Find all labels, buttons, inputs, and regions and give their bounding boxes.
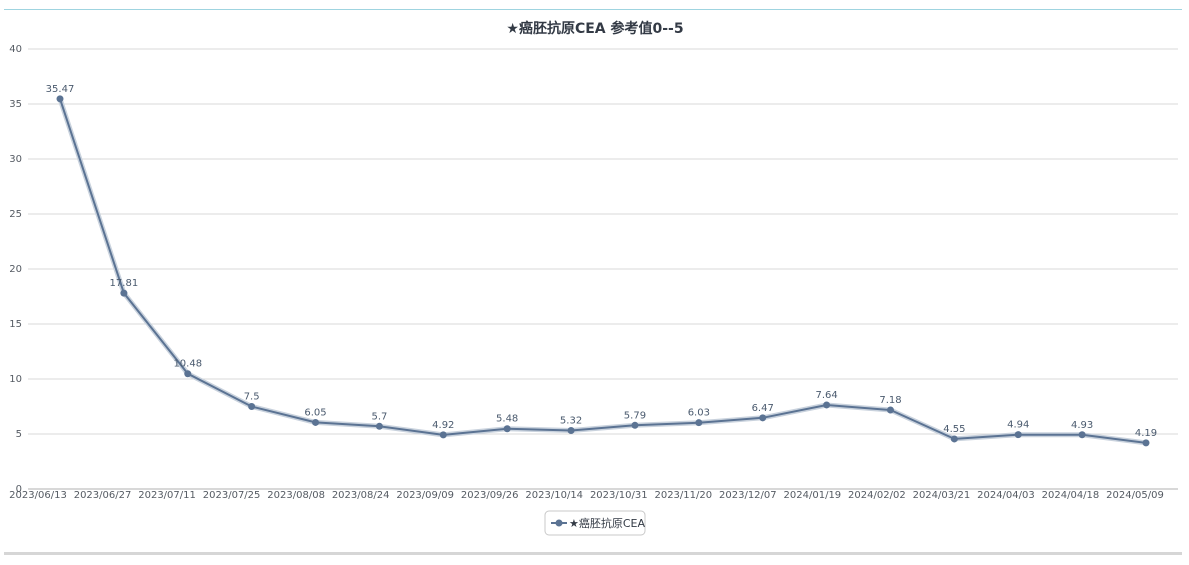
x-tick-label: 2023/07/25 [203, 490, 261, 501]
data-labels: 35.47 17.81 10.48 7.5 6.05 5.7 4.92 5.48 5.32 5.7… [46, 84, 1157, 439]
x-tick-label: 2024/02/02 [848, 490, 906, 501]
legend-marker-icon [555, 519, 563, 527]
data-point[interactable] [1142, 439, 1150, 447]
data-label: 7.5 [244, 392, 260, 403]
data-label: 6.03 [688, 408, 710, 419]
data-label: 4.19 [1135, 428, 1157, 439]
data-label: 17.81 [110, 278, 139, 289]
data-point[interactable] [950, 435, 958, 443]
data-label: 4.93 [1071, 420, 1093, 431]
data-label: 10.48 [173, 359, 202, 370]
x-tick-label: 2023/06/27 [74, 490, 132, 501]
series-layer [56, 95, 1150, 447]
y-tick-label: 35 [9, 99, 22, 110]
data-point[interactable] [248, 403, 256, 410]
data-point[interactable] [567, 426, 575, 434]
y-tick-label: 0 [16, 484, 22, 495]
data-point[interactable] [56, 95, 64, 103]
x-tick-label: 2023/12/07 [719, 490, 777, 501]
data-point[interactable] [1014, 431, 1022, 439]
y-tick-label: 40 [9, 44, 22, 55]
data-label: 35.47 [46, 84, 75, 95]
data-label: 7.64 [815, 390, 837, 401]
x-tick-label: 2024/01/19 [784, 490, 842, 501]
y-tick-label: 15 [9, 319, 22, 330]
x-tick-label: 2023/11/20 [654, 490, 712, 501]
data-point[interactable] [503, 425, 511, 433]
x-axis: 2023/06/13 2023/06/27 2023/07/11 2023/07/25… [9, 490, 1164, 501]
data-label: 5.32 [560, 415, 582, 426]
x-tick-label: 2024/03/21 [913, 490, 971, 501]
data-label: 5.48 [496, 414, 518, 425]
legend-box [544, 510, 646, 536]
y-tick-label: 5 [16, 429, 22, 440]
y-tick-label: 10 [9, 374, 22, 385]
data-point[interactable] [886, 406, 894, 414]
data-point[interactable] [631, 421, 639, 429]
data-point[interactable] [759, 414, 767, 422]
x-tick-label: 2023/08/24 [332, 490, 390, 501]
data-label: 4.92 [432, 420, 454, 431]
x-tick-label: 2024/04/03 [977, 490, 1035, 501]
x-tick-label: 2023/10/14 [525, 490, 583, 501]
data-point[interactable] [823, 401, 831, 409]
data-label: 5.79 [624, 410, 646, 421]
data-point[interactable] [312, 418, 320, 426]
x-tick-label: 2023/08/08 [267, 490, 325, 501]
data-point[interactable] [184, 370, 192, 378]
data-label: 4.55 [943, 424, 965, 435]
legend-label: ★癌胚抗原CEA [569, 516, 645, 530]
data-label: 4.94 [1007, 420, 1029, 431]
data-label: 6.47 [752, 403, 774, 414]
x-tick-label: 2023/10/31 [590, 490, 648, 501]
x-tick-label: 2023/09/09 [396, 490, 454, 501]
y-tick-label: 30 [9, 154, 22, 165]
x-tick-label: 2023/07/11 [138, 490, 196, 501]
data-point[interactable] [695, 419, 703, 427]
y-tick-label: 20 [9, 264, 22, 275]
data-label: 6.05 [304, 407, 326, 418]
chart-frame [4, 9, 1182, 555]
x-tick-label: 2023/09/26 [461, 490, 519, 501]
x-tick-label: 2023/06/13 [9, 490, 67, 501]
y-axis: 0 5 10 15 20 25 30 35 40 [9, 44, 22, 495]
x-tick-label: 2024/05/09 [1106, 490, 1164, 501]
data-point[interactable] [375, 422, 383, 430]
data-point[interactable] [120, 289, 128, 297]
series-line [59, 98, 1147, 444]
legend[interactable]: ★癌胚抗原CEA [544, 510, 646, 536]
y-tick-label: 25 [9, 209, 22, 220]
data-label: 5.7 [371, 411, 387, 422]
data-point[interactable] [439, 431, 447, 439]
data-point[interactable] [1078, 431, 1086, 439]
chart-title: ★癌胚抗原CEA 参考值0--5 [506, 20, 683, 37]
grid-lines [28, 48, 1178, 490]
data-label: 7.18 [879, 395, 901, 406]
x-tick-label: 2024/04/18 [1042, 490, 1100, 501]
